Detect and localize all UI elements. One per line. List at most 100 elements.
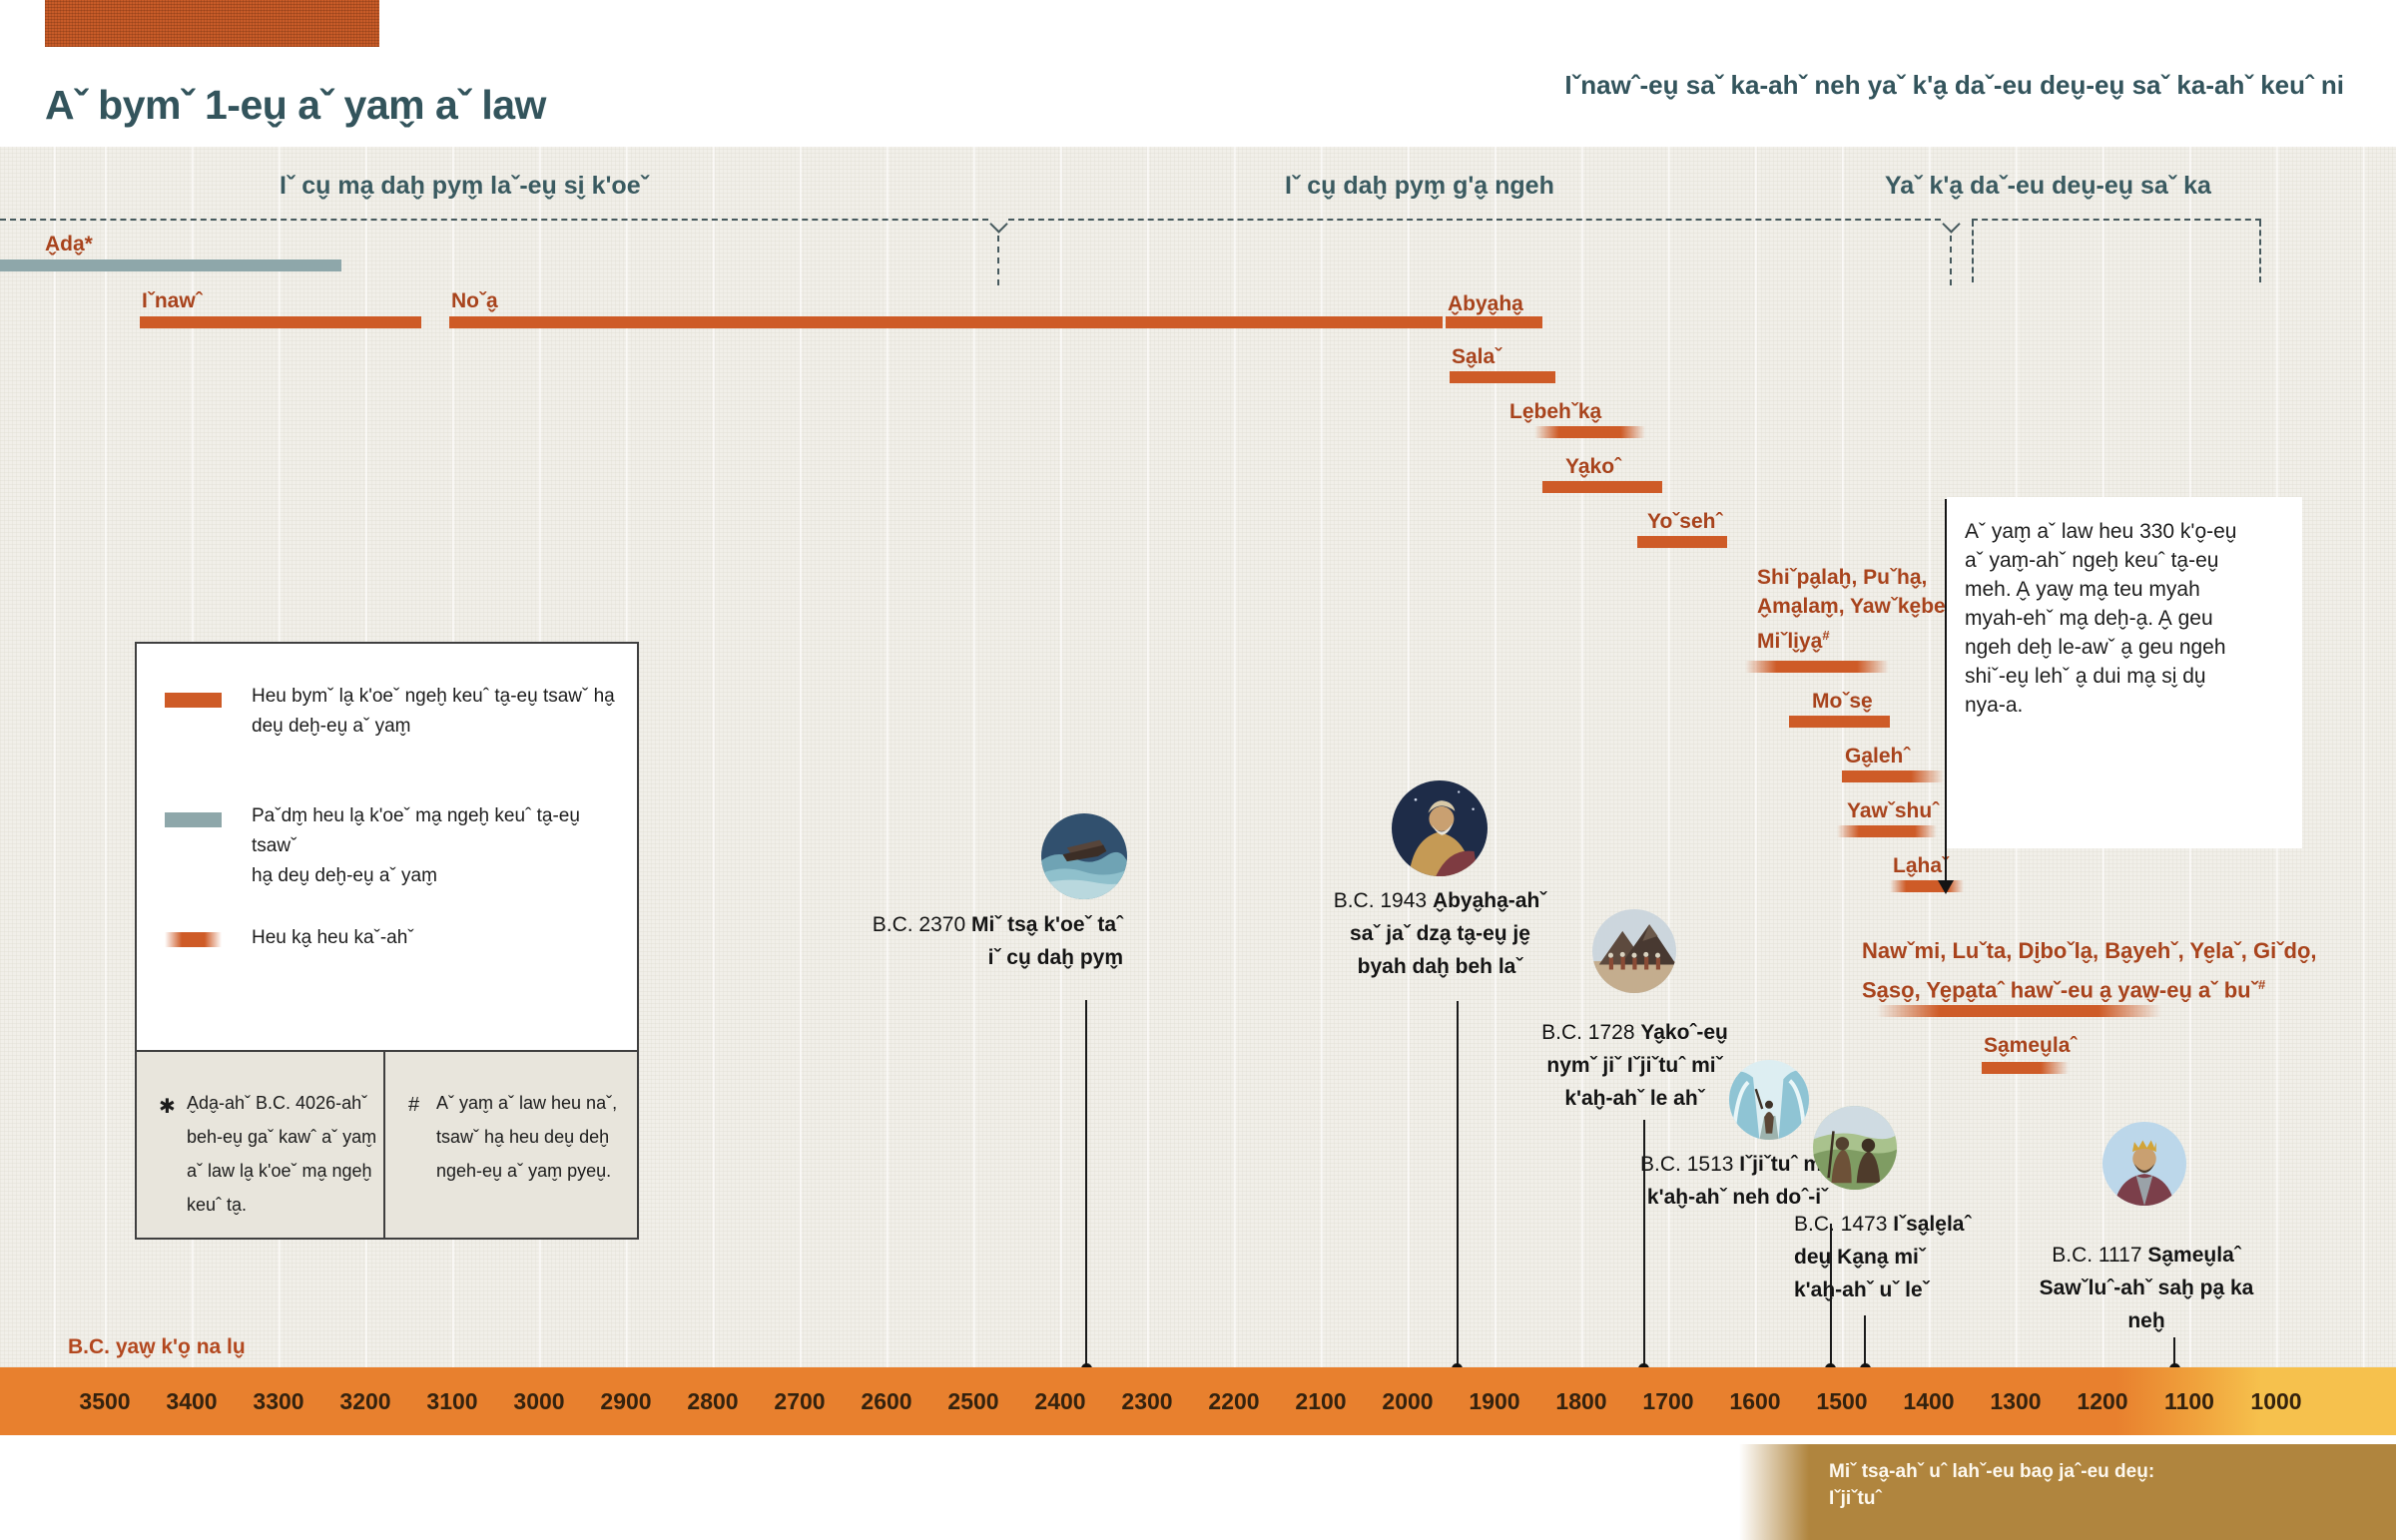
legend-footnotes: ✱ A̬da̬-ahˇ B.C. 4026-ahˇ beh-eu̬ gaˇ ka… — [137, 1050, 637, 1238]
red-sea-parting-icon — [1729, 1060, 1809, 1140]
event-name: A̬bya̬ha̬-ahˇ saˇ jaˇ dza̬ ta̬-eu̬ je̬ b… — [1350, 889, 1547, 978]
timeline-bar — [1842, 770, 1944, 782]
info-arrow-down — [1938, 499, 1954, 894]
axis-tick: 3100 — [426, 1388, 478, 1414]
timeline-bar-label: Sa̬laˇ — [1452, 345, 1502, 368]
event-date: B.C. 1117 — [2052, 1244, 2142, 1267]
axis-tick: 2400 — [1034, 1388, 1086, 1414]
egypt-pyramids-icon — [1592, 909, 1676, 993]
event-1513-exodus: B.C. 1513 Iˇjiˇtuˆ miˇ k'ah̬-ahˇ neh doˆ… — [1615, 1148, 1860, 1214]
event-leader-line — [1829, 1224, 1832, 1369]
event-date: B.C. 1473 — [1794, 1213, 1888, 1236]
event-1117-saul-anointed: B.C. 1117 Sa̬meu̬laˆ Sawˇluˆ-ahˇ sah̬ pa… — [1992, 1239, 2301, 1337]
timeline-bar — [1836, 825, 1937, 837]
timeline-bar — [1636, 536, 1728, 548]
timeline-bar-label: Nawˇmi, Luˇta, Di̬boˇla̬, Ba̬yehˇ, Ye̬la… — [1862, 938, 2317, 1003]
timeline-bar-label: Ga̬lehˆ — [1845, 745, 1911, 768]
timeline-bar-label: Noˇa̬ — [451, 289, 498, 312]
timeline-bar-label: A̬bya̬ha̬ — [1448, 292, 1523, 315]
section-header-after-flood: Iˇ cu̬ dah̬ pym̬ g'a̬ ngeh — [1285, 172, 1554, 200]
timeline-bar-label: La̬haˇ — [1893, 854, 1950, 877]
timeline-bar-label: Moˇse̬ — [1812, 690, 1873, 713]
event-1473-canaan: B.C. 1473 Iˇsa̬le̬laˆ deu̬ Ka̬na̬ miˇ k'… — [1794, 1208, 2029, 1306]
axis-tick: 3000 — [513, 1388, 565, 1414]
event-leader-line — [1456, 1001, 1459, 1369]
axis-tick: 2900 — [600, 1388, 652, 1414]
footnote-hash-text: Aˇ yam̬ aˇ law heu naˇ, tsawˇ ha̬ heu de… — [436, 1093, 618, 1181]
timeline-bar — [1534, 426, 1645, 438]
axis-tick: 2000 — [1382, 1388, 1434, 1414]
axis-tick: 2200 — [1208, 1388, 1260, 1414]
axis-tick: 2700 — [774, 1388, 826, 1414]
event-date: B.C. 1943 — [1333, 889, 1428, 912]
hash-icon: # — [2257, 977, 2266, 992]
legend-label: Paˇdm̬ heu la̬ k'oeˇ ma̬ ngeh̬ keuˆ ta̬-… — [252, 805, 580, 886]
axis-tick: 2100 — [1295, 1388, 1347, 1414]
timeline-bar — [139, 316, 421, 328]
axis-tick: 1900 — [1469, 1388, 1520, 1414]
legend-swatch-solid-gray — [165, 812, 222, 827]
event-name: Sa̬meu̬laˆ Sawˇluˆ-ahˇ sah̬ pa̬ ka neh̬ — [2039, 1244, 2254, 1332]
section-bracket-3 — [1972, 219, 2261, 221]
timeline-bar — [1876, 1005, 2162, 1017]
hash-icon: # — [408, 1094, 420, 1116]
section-rule-1 — [0, 219, 988, 221]
asterisk-icon: ✱ — [159, 1096, 176, 1118]
axis-tick: 1100 — [2164, 1388, 2214, 1414]
event-leader-line — [1642, 1120, 1645, 1369]
timeline-bar-label: Shiˇpa̬lah̬, Puˇha̬, A̬ma̬lam̬, Yawˇke̬b… — [1757, 566, 1972, 653]
axis-tick: 3200 — [339, 1388, 391, 1414]
timeline-bar — [1446, 316, 1542, 328]
legend-box: Heu bymˇ la̬ k'oeˇ ngeh̬ keuˆ ta̬-eu̬ ts… — [135, 642, 639, 1240]
abraham-icon — [1392, 780, 1488, 876]
axis-tick: 1300 — [1990, 1388, 2042, 1414]
event-name: Miˇ tsa̬ k'oeˇ taˆ iˇ cu̬ dah̬ pym̬ — [970, 913, 1123, 969]
timeline-bar-label: Le̬behˇka̬ — [1509, 400, 1602, 423]
event-1943-abraham: B.C. 1943 A̬bya̬ha̬-ahˇ saˇ jaˇ dza̬ ta̬… — [1293, 884, 1587, 983]
timeline-bar-label: Iˇnawˆ — [142, 289, 203, 312]
axis-tick: 1500 — [1816, 1388, 1868, 1414]
event-2370-flood: B.C. 2370 Miˇ tsa̬ k'oeˇ taˆ iˇ cu̬ dah̬… — [844, 908, 1123, 974]
timeline-bar — [0, 259, 341, 271]
legend-swatch-solid-orange — [165, 693, 222, 708]
axis-tick: 3400 — [166, 1388, 218, 1414]
section-rule-2 — [1008, 219, 1941, 221]
timeline-bar-label: A̬da̬* — [45, 233, 93, 256]
legend-label: Heu ka̬ heu kaˇ-ahˇ — [252, 927, 414, 948]
section-rule-tail-1 — [997, 236, 999, 285]
year-axis-band — [0, 1367, 2396, 1435]
axis-tick: 1200 — [2077, 1388, 2128, 1414]
timeline-bar-label: Ya̬koˆ — [1565, 455, 1622, 478]
event-date: B.C. 1513 — [1640, 1153, 1734, 1176]
page-title: Aˇ bymˇ 1-eu̬ aˇ yam̬ aˇ law — [45, 82, 546, 128]
event-date: B.C. 1728 — [1541, 1021, 1635, 1044]
axis-tick: 1700 — [1642, 1388, 1694, 1414]
axis-tick: 2600 — [861, 1388, 912, 1414]
brand-strip — [45, 0, 379, 47]
timeline-bar-label: Yoˇsehˆ — [1647, 510, 1723, 533]
axis-tick: 1000 — [2250, 1388, 2302, 1414]
timeline-bar — [1788, 716, 1890, 728]
hash-icon: # — [1822, 628, 1830, 643]
timeline-bar-label: Sa̬meu̬laˆ — [1984, 1034, 2078, 1057]
page-subtitle: Iˇnawˆ-eu̬ saˇ ka-ahˇ neh yaˇ k'a̬ daˇ-e… — [1564, 70, 2344, 100]
timeline-bar — [1744, 661, 1889, 673]
axis-tick: 2500 — [947, 1388, 999, 1414]
legend-swatch-gradient-orange — [165, 932, 222, 947]
event-leader-line — [1864, 1315, 1867, 1369]
timeline-bar — [1541, 481, 1662, 493]
axis-unit-label: B.C. yaw̬ k'o̬ na lu̬ — [68, 1335, 246, 1358]
axis-tick: 2300 — [1121, 1388, 1173, 1414]
axis-tick: 1600 — [1729, 1388, 1781, 1414]
timeline-bar — [1982, 1062, 2070, 1074]
event-leader-line — [1085, 1000, 1088, 1369]
event-leader-line — [2173, 1337, 2176, 1369]
event-name: Iˇsa̬le̬laˆ deu̬ Ka̬na̬ miˇ k'ah̬-ahˇ uˇ… — [1794, 1213, 1972, 1301]
legend-label: Heu bymˇ la̬ k'oeˇ ngeh̬ keuˆ ta̬-eu̬ ts… — [252, 686, 615, 737]
axis-tick: 3500 — [79, 1388, 131, 1414]
section-header-before-flood: Iˇ cu̬ ma̬ dah̬ pym̬ laˇ-eu̬ si̬ k'oeˇ — [280, 172, 649, 200]
axis-tick: 3300 — [253, 1388, 304, 1414]
canaan-travelers-icon — [1813, 1106, 1897, 1190]
event-name: Iˇjiˇtuˆ miˇ k'ah̬-ahˇ neh doˆ-iˇ — [1646, 1153, 1835, 1209]
axis-tick: 2800 — [687, 1388, 739, 1414]
